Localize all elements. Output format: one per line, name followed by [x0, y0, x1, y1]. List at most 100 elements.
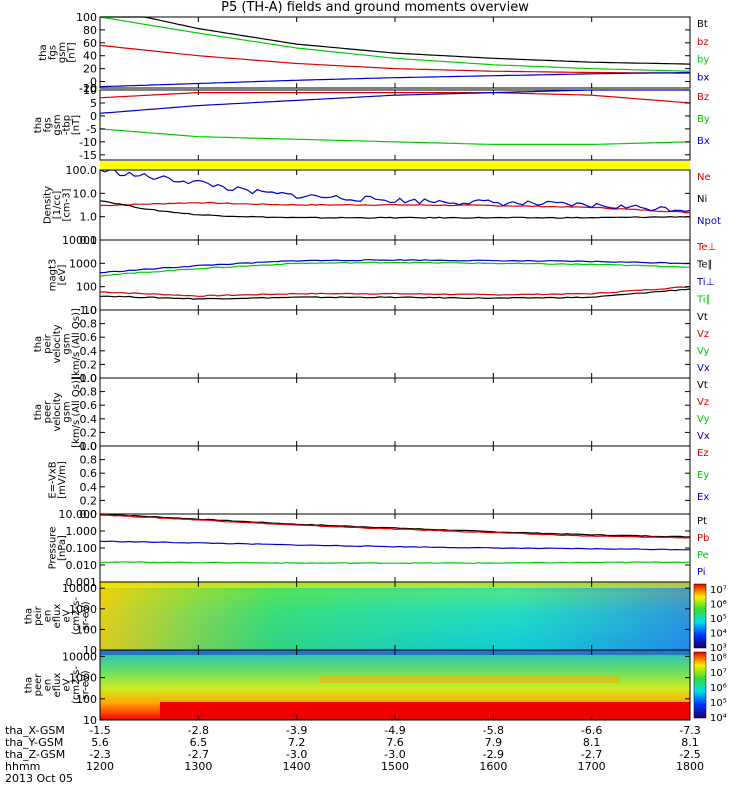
fgs_gsm-series-by	[99, 16, 691, 72]
fgs_gsm-series-Bt	[100, 16, 691, 65]
footer-row-label: tha_Y-GSM	[5, 736, 63, 749]
peir_velocity-ylabel: [km/s (All Qs)]	[71, 308, 82, 380]
efield-ytick-label: 0.0	[80, 508, 98, 521]
fgs_gsm-legend-bz: bz	[697, 37, 709, 48]
fgs_gse-series-By	[99, 128, 691, 145]
peir_velocity-ylabel: peir	[43, 333, 54, 353]
fgs_gse-ylabel: -tbp	[62, 115, 73, 135]
footer-row-value: 1400	[283, 760, 311, 773]
fgs_gse-ytick-label: 5	[90, 97, 97, 110]
peir_spectrogram-field-overlay	[100, 582, 690, 650]
footer-row-value: 7.6	[386, 736, 404, 749]
density-ytick-label: 1.0	[80, 211, 98, 224]
efield-ylabel: E=-VxB	[47, 461, 58, 498]
peer_spectrogram-band-mid	[320, 675, 620, 683]
peir_spectrogram-ylabel: en	[43, 610, 54, 623]
footer-row-value: 5.6	[91, 736, 109, 749]
fgs_gsm-ylabel: tha	[38, 44, 49, 60]
peer_spectrogram-ylabel: en	[43, 679, 54, 692]
peir_velocity-legend-Vt: Vt	[697, 312, 708, 323]
peir_velocity-ytick-label: 0.2	[80, 358, 98, 371]
density-ylabel: [cm-3]	[62, 188, 73, 221]
peer_spectrogram-colorbar-tick: 10⁶	[710, 683, 727, 694]
peer_spectrogram-ytick-label: 10	[83, 714, 97, 727]
footer-row-label: tha_Z-GSM	[5, 748, 65, 761]
peir_spectrogram-colorbar-tick: 10⁴	[710, 629, 727, 640]
peer_spectrogram-colorbar-tick: 10⁸	[710, 653, 727, 664]
peer_velocity-ytick-label: 0.2	[80, 426, 98, 439]
pressure-ylabel: Pressure	[47, 527, 58, 570]
fgs_gse-ytick-label: 10	[83, 84, 97, 97]
peir_velocity-ytick-label: 0.4	[80, 345, 98, 358]
peir_velocity-ytick-label: 0.8	[80, 318, 98, 331]
fgs_gse-ylabel: [nT]	[71, 115, 82, 135]
peer_spectrogram-ylabel: tha	[24, 677, 35, 693]
footer-row-value: 1300	[184, 760, 212, 773]
peir_spectrogram-ylabel: tha	[24, 608, 35, 624]
density-series-Ni	[99, 200, 691, 219]
peir_spectrogram-ylabel: eflux	[52, 604, 63, 629]
peer_velocity-ylabel: velocity	[52, 392, 63, 431]
peir_spectrogram-colorbar	[693, 583, 707, 649]
peir_velocity-ytick-label: 0.6	[80, 331, 98, 344]
peir_spectrogram-ylabel: (cm2-s-	[71, 597, 82, 635]
density-series-Ne	[99, 201, 690, 214]
temperature-ytick-label: 10000	[62, 234, 97, 247]
peer_spectrogram-ytick-label: 10000	[62, 650, 97, 663]
temperature-legend-Ti⊥: Ti⊥	[696, 277, 714, 288]
peer_spectrogram-ylabel: eflux	[52, 673, 63, 698]
peer_spectrogram-ytick-label: 1000	[69, 672, 97, 685]
peer_spectrogram-colorbar-tick: 10⁴	[710, 713, 727, 724]
fgs_gsm-ytick-label: 40	[83, 50, 97, 63]
footer-row-value: -7.3	[679, 724, 700, 737]
pressure-ytick-label: 0.100	[66, 542, 98, 555]
temperature-series-Ti⊥	[99, 258, 691, 274]
footer-row-value: -2.7	[188, 748, 209, 761]
efield-ylabel: [mV/m]	[57, 461, 68, 499]
footer-row-value: 8.1	[681, 736, 699, 749]
peir_spectrogram-colorbar-tick: 10⁵	[710, 614, 727, 625]
temperature-ylabel: [eV]	[57, 265, 68, 286]
peer_spectrogram-ylabel: sr-eV)	[81, 670, 92, 699]
page-title: P5 (TH-A) fields and ground moments over…	[221, 0, 529, 15]
fgs_gsm-ytick-label: -10	[79, 82, 97, 95]
footer-row-value: -4.9	[384, 724, 405, 737]
fgs_gsm-legend-Bt: Bt	[697, 19, 708, 30]
pressure-series-Pe	[100, 561, 691, 565]
peir_velocity-ytick-label: 0.0	[80, 372, 98, 385]
pressure-ytick-label: 0.001	[66, 576, 98, 589]
density-series-Npot	[99, 169, 691, 213]
footer-row-value: 1500	[381, 760, 409, 773]
fgs_gse-frame	[99, 89, 691, 161]
fgs_gsm-legend-bx: bx	[697, 72, 709, 83]
fgs_gsm-ylabel: fgs	[47, 45, 58, 60]
peir_spectrogram-ytick-label: 10000	[62, 582, 97, 595]
peer_spectrogram-colorbar-tick: 10⁷	[710, 668, 727, 679]
density-ylabel: Density	[43, 186, 54, 224]
footer-date: 2013 Oct 05	[5, 772, 73, 785]
footer-row-value: 6.5	[190, 736, 208, 749]
fgs_gsm-ytick-label: 100	[76, 11, 97, 24]
peir_spectrogram-ytick-label: 10	[83, 644, 97, 657]
footer-row-value: 7.2	[288, 736, 306, 749]
peir_velocity-ylabel: tha	[33, 336, 44, 352]
fgs_gsm-ytick-label: -20	[79, 82, 97, 95]
temperature-ylabel: magt3	[47, 259, 58, 292]
pressure-ytick-label: 1.000	[66, 525, 98, 538]
peir_velocity-frame	[99, 309, 691, 379]
pressure-ylabel: [nPa]	[57, 535, 68, 561]
footer-row-value: -3.9	[286, 724, 307, 737]
peer_spectrogram-ylabel: peer	[33, 673, 44, 697]
peer_spectrogram-ylabel: (cm2-s-	[71, 666, 82, 704]
peer_spectrogram-ytick-label: 100	[76, 693, 97, 706]
pressure-series-Pb	[100, 514, 691, 539]
footer-row-value: 1600	[479, 760, 507, 773]
efield-ytick-label: 0.8	[80, 454, 98, 467]
temperature-ytick-label: 10	[83, 304, 97, 317]
efield-ytick-label: 1.0	[80, 440, 98, 453]
peer_velocity-legend-Vz: Vz	[697, 397, 709, 408]
pressure-series-Pt	[99, 513, 691, 538]
fgs_gse-series-Bz	[99, 91, 691, 104]
pressure-legend-Pe: Pe	[697, 550, 709, 561]
footer-row-value: 1700	[578, 760, 606, 773]
